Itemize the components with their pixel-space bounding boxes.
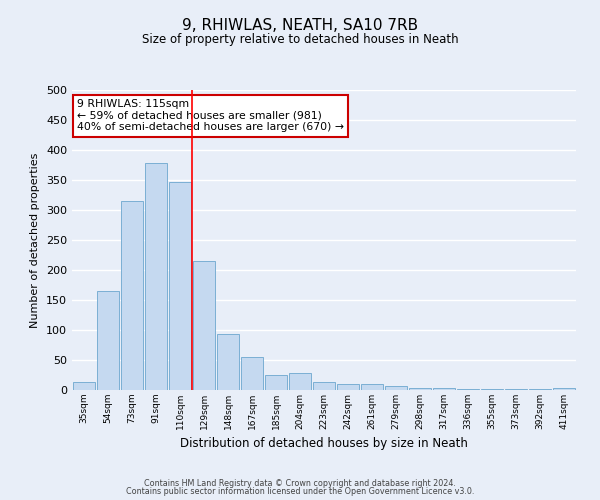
Bar bbox=[313, 382, 335, 390]
Bar bbox=[433, 388, 455, 390]
Text: 9, RHIWLAS, NEATH, SA10 7RB: 9, RHIWLAS, NEATH, SA10 7RB bbox=[182, 18, 418, 32]
Bar bbox=[73, 382, 95, 390]
Bar bbox=[217, 334, 239, 390]
Bar bbox=[97, 291, 119, 390]
Bar bbox=[145, 163, 167, 390]
Bar bbox=[553, 388, 575, 390]
Bar bbox=[241, 357, 263, 390]
Bar bbox=[169, 182, 191, 390]
Y-axis label: Number of detached properties: Number of detached properties bbox=[31, 152, 40, 328]
Bar bbox=[361, 384, 383, 390]
Bar bbox=[121, 201, 143, 390]
Bar bbox=[265, 375, 287, 390]
X-axis label: Distribution of detached houses by size in Neath: Distribution of detached houses by size … bbox=[180, 438, 468, 450]
Bar bbox=[385, 386, 407, 390]
Bar bbox=[337, 384, 359, 390]
Text: Contains HM Land Registry data © Crown copyright and database right 2024.: Contains HM Land Registry data © Crown c… bbox=[144, 478, 456, 488]
Bar bbox=[409, 388, 431, 390]
Bar bbox=[289, 372, 311, 390]
Bar bbox=[193, 261, 215, 390]
Text: Contains public sector information licensed under the Open Government Licence v3: Contains public sector information licen… bbox=[126, 487, 474, 496]
Text: Size of property relative to detached houses in Neath: Size of property relative to detached ho… bbox=[142, 32, 458, 46]
Text: 9 RHIWLAS: 115sqm
← 59% of detached houses are smaller (981)
40% of semi-detache: 9 RHIWLAS: 115sqm ← 59% of detached hous… bbox=[77, 99, 344, 132]
